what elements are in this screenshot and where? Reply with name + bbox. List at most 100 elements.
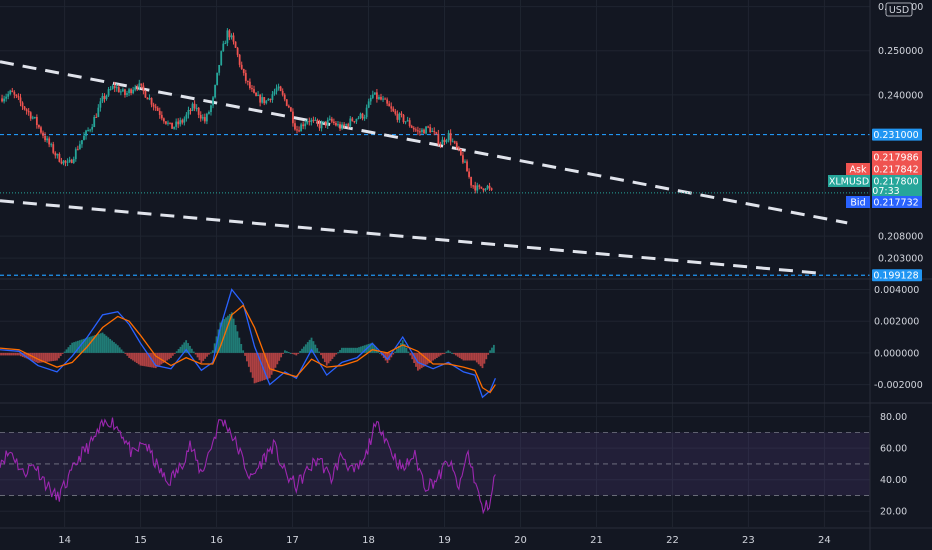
histogram-bar [120,349,123,353]
histogram-bar [361,345,364,353]
candle-body [427,126,430,128]
histogram-bar [280,352,283,358]
candle-body [173,126,176,129]
trendline [0,60,848,225]
candle-body [363,117,366,119]
trendlines[interactable] [0,60,848,276]
histogram-bar [266,352,269,379]
candle-body [83,135,85,141]
time-axis[interactable]: 14 15 16 17 18 19 20 21 22 23 24 [58,535,831,546]
candle-body [355,118,358,122]
candle-body [87,130,89,132]
candle-body [416,130,419,132]
candle-body [265,100,268,104]
candle-body [89,129,92,131]
level-tag-lower: 0.199128 [872,269,922,282]
candle-body [486,185,489,189]
histogram-bar [399,343,402,353]
histogram-bar [240,344,243,353]
histogram-bar [130,352,132,360]
candle-body [148,98,151,100]
candle-body [60,161,63,164]
candle-body [431,130,434,132]
histogram-bar [449,351,452,353]
histogram-bar [225,317,227,353]
candle-body [146,97,149,100]
histogram-bar [422,352,425,367]
candle-body [390,106,393,109]
candle-body [253,89,255,93]
candle-body [21,102,24,107]
candle-body [287,105,290,108]
candle-body [310,119,313,123]
candle-body [445,139,448,143]
candle-body [70,159,73,163]
candle-body [191,103,194,111]
candle-body [384,98,386,100]
histogram-bar [453,352,455,355]
histogram-bar [437,352,440,357]
histogram-bar [377,350,379,353]
ask-label: Ask [850,165,867,176]
candle-body [478,185,481,187]
histogram-bar [122,351,125,353]
histogram-bar [228,314,231,353]
histogram-bar [29,352,32,360]
candle-body [449,132,452,142]
rsi-axis-label: 80.00 [880,412,907,423]
price-axis-label: 0.240000 [878,90,923,101]
candle-body [3,98,5,102]
candle-body [234,41,237,48]
histogram-bar [92,335,94,353]
candle-body [322,121,325,123]
candle-body [375,92,378,100]
histogram-bar [348,347,351,353]
candle-body [230,35,233,38]
candle-body [17,96,20,98]
time-axis-label: 19 [438,535,451,546]
histogram-bar [312,341,315,353]
histogram-bar [491,347,493,353]
price-axis-label: 0.203000 [878,254,923,265]
histogram-bar [398,345,400,353]
candle-body [414,129,417,131]
candle-body [251,88,253,90]
histogram-bar [152,352,155,368]
histogram-bar [118,347,121,353]
candle-body [273,91,276,95]
histogram-bar [489,350,491,353]
candle-body [138,83,141,88]
candle-body [81,140,83,145]
price-pane[interactable] [0,28,870,276]
histogram-bar [287,352,290,354]
candle-body [412,127,415,130]
candle-body [240,64,243,69]
histogram-bar [475,352,478,363]
histogram-bar [94,335,96,353]
histogram-bar [63,351,66,353]
histogram-bar [350,347,353,353]
candle-body [205,113,208,122]
histogram-bar [341,347,343,353]
price-axis[interactable]: 0.2600000.2500000.2400000.2080000.203000… [874,2,923,518]
candle-body [341,124,343,129]
candle-body [183,118,186,123]
histogram-bar [272,352,275,372]
candle-body [320,122,323,129]
histogram-bar [354,347,357,353]
candle-body [398,113,401,120]
histogram-bar [177,349,180,353]
candle-body [365,107,368,118]
candle-body [443,139,446,143]
horizontal-levels[interactable] [0,133,870,276]
histogram-bar [424,352,427,366]
candle-body [464,161,466,163]
macd-pane[interactable] [0,288,497,399]
candle-body [91,127,94,130]
candle-body [318,123,321,129]
candle-body [169,122,171,124]
candle-body [328,118,331,120]
rsi-pane[interactable] [0,417,870,515]
histogram-bar [456,352,459,357]
